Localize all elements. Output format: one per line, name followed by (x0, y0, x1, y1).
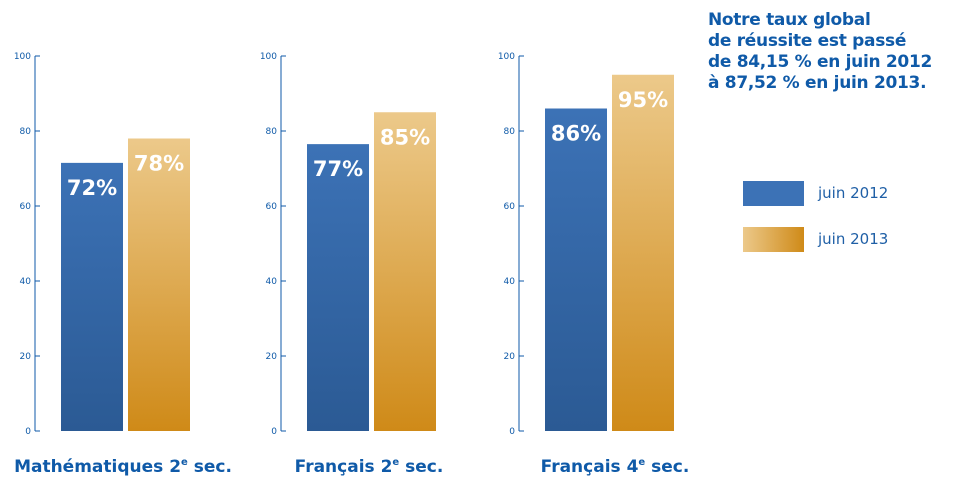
y-tick-label: 0 (271, 427, 277, 437)
chart-title-end: sec. (399, 457, 443, 477)
bar-2013 (128, 138, 190, 431)
bar-2012 (307, 144, 369, 431)
legend-swatch-2012 (743, 181, 804, 206)
bar-data-label: 86% (551, 122, 601, 146)
legend-label-2013: juin 2013 (818, 230, 889, 248)
y-tick-label: 60 (20, 202, 32, 212)
bar-2012 (61, 162, 123, 431)
chart-title: Français 4e sec. (541, 457, 690, 477)
bar-data-label: 77% (313, 157, 363, 181)
summary-headline: Notre taux global de réussite est passé … (708, 10, 966, 94)
chart-2: 0 20 40 60 80 100 77% 85% Français 2e sec. (260, 52, 444, 477)
legend-label-2012: juin 2012 (818, 184, 889, 202)
headline-line-1: Notre taux global (708, 10, 871, 30)
headline-line-3: de 84,15 % en juin 2012 (708, 52, 933, 72)
headline-line-2: de réussite est passé (708, 31, 907, 51)
legend-swatch-2013 (743, 227, 804, 252)
chart-title-main: Mathématiques 2 (14, 457, 181, 477)
chart-title-sup: e (392, 457, 399, 468)
y-tick-label: 40 (20, 277, 32, 287)
y-tick-label: 100 (498, 52, 515, 62)
bar-data-label: 78% (134, 152, 184, 176)
chart-title: Français 2e sec. (295, 457, 444, 477)
y-tick-label: 60 (266, 202, 278, 212)
chart-title-sup: e (181, 457, 188, 468)
y-tick-label: 80 (266, 127, 278, 137)
chart-title: Mathématiques 2e sec. (14, 457, 232, 477)
chart-title-sup: e (638, 457, 645, 468)
y-tick-label: 40 (266, 277, 278, 287)
bar-2013 (612, 74, 674, 431)
y-tick-label: 80 (504, 127, 516, 137)
bar-data-label: 85% (380, 125, 430, 149)
bar-2013 (374, 112, 436, 431)
chart-3: 0 20 40 60 80 100 86% 95% Français 4e sec. (498, 52, 690, 477)
y-tick-label: 20 (20, 352, 32, 362)
y-tick-label: 0 (25, 427, 31, 437)
bar-data-label: 72% (67, 176, 117, 200)
y-tick-label: 100 (14, 52, 31, 62)
chart-title-end: sec. (188, 457, 232, 477)
y-tick-label: 20 (266, 352, 278, 362)
headline-line-4: à 87,52 % en juin 2013. (708, 73, 927, 93)
bar-2012 (545, 108, 607, 431)
y-tick-label: 40 (504, 277, 516, 287)
chart-1: 0 20 40 60 80 100 72% 78% Mathématiques 2e sec. (14, 52, 232, 477)
y-tick-label: 100 (260, 52, 277, 62)
chart-title-main: Français 2 (295, 457, 393, 477)
y-tick-label: 0 (509, 427, 515, 437)
y-tick-label: 80 (20, 127, 32, 137)
chart-title-main: Français 4 (541, 457, 639, 477)
y-tick-label: 20 (504, 352, 516, 362)
y-tick-label: 60 (504, 202, 516, 212)
bar-data-label: 95% (618, 88, 668, 112)
chart-title-end: sec. (645, 457, 689, 477)
